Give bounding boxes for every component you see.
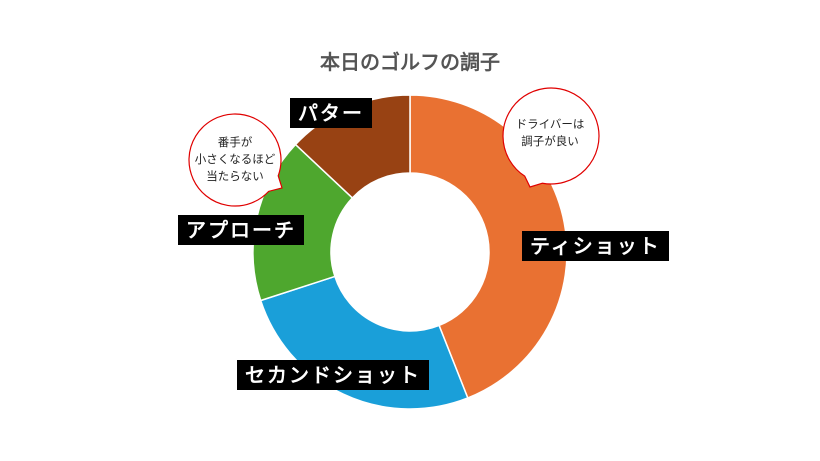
callout-line: 小さくなるほど <box>194 152 276 166</box>
callout-bubble-approach <box>188 113 283 207</box>
callout-line: ドライバーは <box>515 117 585 131</box>
callout-line: 番手が <box>217 135 253 149</box>
label-tee-shot: ティショット <box>522 231 669 261</box>
callout-approach-text: 番手が 小さくなるほど 当たらない <box>185 134 285 185</box>
label-second-shot: セカンドショット <box>237 360 429 390</box>
callout-line: 当たらない <box>206 169 264 183</box>
label-approach: アプローチ <box>178 215 304 245</box>
callout-driver-text: ドライバーは 調子が良い <box>500 116 600 150</box>
label-putter: パター <box>290 98 372 128</box>
callout-bubble-driver <box>502 87 600 188</box>
callout-line: 調子が良い <box>521 134 579 148</box>
chart-title: 本日のゴルフの調子 <box>320 50 500 74</box>
